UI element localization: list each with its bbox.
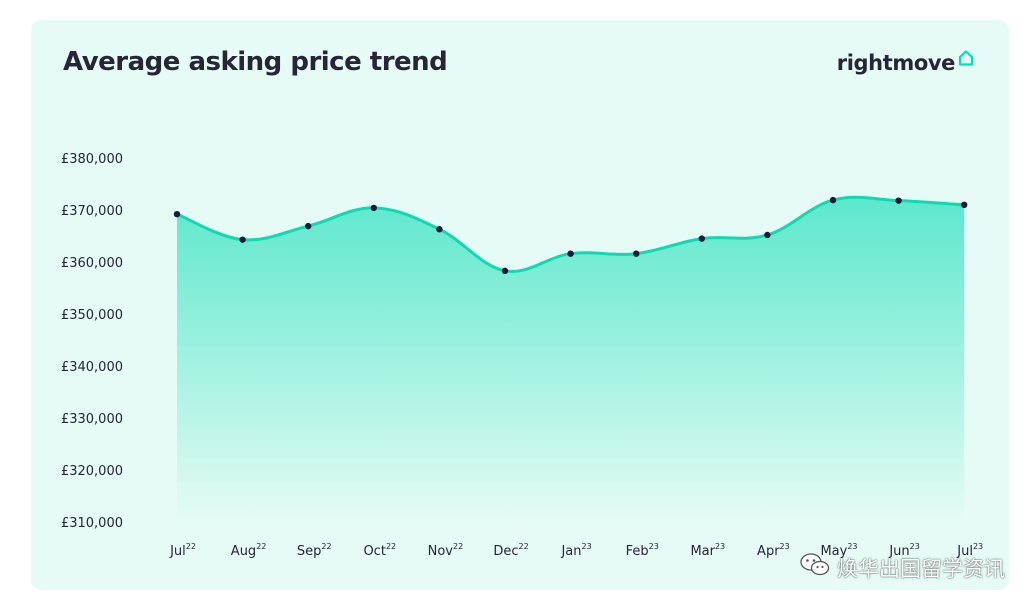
y-tick-label: £340,000 <box>61 360 123 375</box>
y-tick-label: £310,000 <box>61 516 123 531</box>
wechat-watermark: 焕华出国留学资讯 <box>799 551 1005 584</box>
wechat-icon <box>799 551 831 584</box>
x-tick-label: Oct22 <box>363 542 396 559</box>
x-tick-label: Jun23 <box>888 542 920 559</box>
x-tick-label: Nov22 <box>428 542 464 559</box>
rightmove-logo[interactable]: rightmove <box>836 49 975 75</box>
chart-title: Average asking price trend <box>63 47 448 77</box>
y-axis: £380,000 £370,000 £360,000 £350,000 £340,000… <box>61 152 123 531</box>
x-axis: Jul22 Aug22 Sep22 Oct22 Nov22 Dec22 Jan23 Feb23… <box>169 542 983 559</box>
y-tick-label: £360,000 <box>61 256 123 271</box>
data-points <box>173 196 968 275</box>
x-tick-label: Mar23 <box>690 542 725 559</box>
data-point-4 <box>436 226 443 233</box>
x-tick-label: Jan23 <box>560 542 591 559</box>
data-point-12 <box>961 201 968 208</box>
y-tick-label: £380,000 <box>61 152 123 167</box>
x-tick-label: Dec22 <box>493 542 528 559</box>
y-tick-label: £320,000 <box>61 464 123 479</box>
brand-name: rightmove <box>836 51 956 75</box>
data-point-9 <box>764 231 771 239</box>
y-tick-label: £330,000 <box>61 412 123 427</box>
area-fill <box>177 197 965 522</box>
x-tick-label: Sep22 <box>297 542 332 559</box>
data-point-5 <box>501 267 509 275</box>
data-point-1 <box>239 236 246 243</box>
y-tick-label: £370,000 <box>61 204 123 219</box>
data-point-2 <box>305 222 312 230</box>
data-point-10 <box>829 196 837 204</box>
data-point-6 <box>567 250 574 257</box>
x-tick-label: Jul23 <box>956 542 983 559</box>
data-point-8 <box>698 235 705 242</box>
data-point-11 <box>895 197 902 204</box>
data-point-7 <box>633 250 640 257</box>
data-point-0 <box>173 210 181 218</box>
y-tick-label: £350,000 <box>61 308 123 323</box>
x-tick-label: May23 <box>820 542 857 559</box>
x-tick-label: Apr23 <box>757 542 790 559</box>
watermark-text: 焕华出国留学资讯 <box>837 556 1005 581</box>
x-tick-label: Jul22 <box>169 542 196 559</box>
house-icon <box>957 49 975 71</box>
data-point-3 <box>370 204 377 212</box>
x-tick-label: Aug22 <box>231 542 267 559</box>
x-tick-label: Feb23 <box>626 542 659 559</box>
